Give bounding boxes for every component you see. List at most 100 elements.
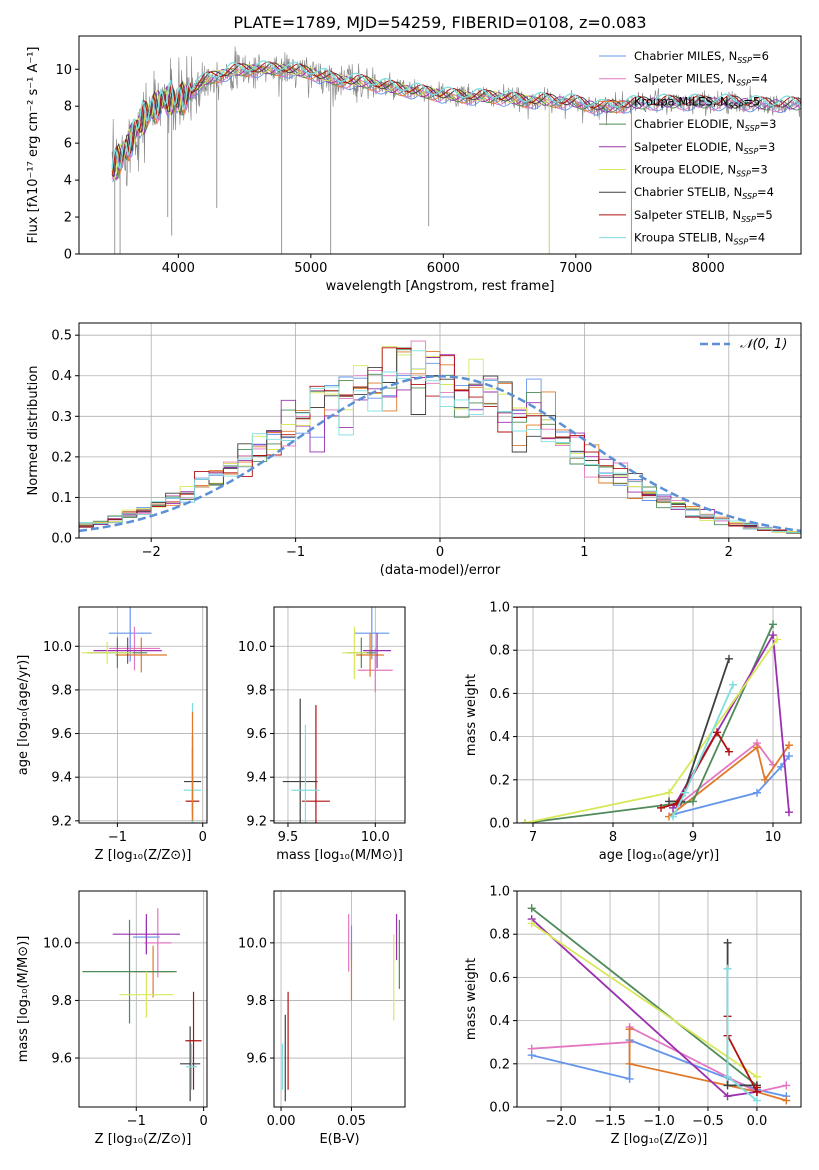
weight-line-kroupa-elodie [524,638,778,823]
y-tick-label: 9.6 [51,727,72,742]
plot-area [521,620,793,823]
x-tick-label: 4000 [162,261,195,276]
residual-histogram-kroupa-stelib [79,350,801,535]
panel-age-vs-mass: 9.5 10.0 9.2 9.4 9.6 9.8 10.0 mass [log₁₀(M/M⊙)… [238,606,406,863]
model-spectrum-salpeter-stelib [111,61,801,176]
plus-marker [689,797,697,806]
weight-line-salpeter-elodie [672,632,790,813]
y-tick-label: 0.2 [489,773,510,788]
panel-spectrum: 4000 5000 6000 7000 8000 0 2 4 6 8 10 wavelength [A… [26,35,802,294]
plus-marker [723,1092,732,1101]
plot-area [111,46,801,254]
y-tick-label: 9.8 [51,683,72,698]
y-tick-label: 0.2 [51,450,72,465]
x-tick-label: 0.00 [267,1114,296,1129]
y-tick-label: 0.6 [489,687,510,702]
plus-marker [785,752,793,761]
y-tick-label: 10.0 [43,936,72,951]
x-tick-label: −1.0 [643,1114,675,1129]
plus-marker [752,1096,761,1105]
y-tick-label: 2 [64,211,72,226]
legend-entry-prefix: Chabrier MILES, N [634,49,737,63]
y-tick-label: 6 [64,137,72,152]
legend-entry: Kroupa MILES, NSSP=5 [634,94,760,110]
y-tick-label: 9.2 [51,814,72,829]
gaussian-reference-curve [79,374,801,533]
y-tick-label: 9.8 [246,683,267,698]
legend-entry-count: =5 [743,94,760,108]
y-tick-label: 0.4 [51,369,72,384]
plot-area [527,904,791,1105]
y-tick-label: 0.0 [489,817,510,832]
legend-entry-count: =4 [757,185,774,199]
plus-marker [625,1074,634,1083]
x-axis-label: age [log₁₀(age/yr)] [599,848,720,863]
legend-entry-count: =4 [751,72,768,86]
legend-entry-subscript: SSP [742,192,757,201]
plus-marker [769,620,777,629]
legend-entry: Kroupa STELIB, NSSP=4 [634,231,765,247]
legend-entry: Chabrier MILES, NSSP=6 [634,49,769,65]
y-axis-label: mass [log₁₀(M/M⊙)] [16,936,31,1063]
x-tick-label: 0.05 [337,1114,366,1129]
axes-frame [78,606,208,824]
x-tick-label: 0.0 [747,1114,768,1129]
y-tick-label: 0 [64,248,72,263]
x-tick-label: 1 [580,545,588,560]
plus-marker [723,964,732,973]
legend-entry-subscript: SSP [745,124,760,133]
legend-entry-subscript: SSP [729,101,744,110]
plot-area [79,340,801,535]
legend-entry-prefix: Salpeter STELIB, N [634,208,741,222]
model-spectrum-kroupa-elodie [111,63,550,254]
x-tick-label: −0.5 [692,1114,724,1129]
y-axis-label: mass weight [464,958,479,1040]
y-tick-label: 0.4 [489,730,510,745]
legend-entry-prefix: Chabrier STELIB, N [634,185,742,199]
plus-marker [773,635,781,644]
weight-line-chabrier-elodie [524,623,774,823]
x-tick-label: 7000 [559,261,592,276]
plus-marker [725,747,733,756]
y-tick-label: 0.2 [489,1057,510,1072]
model-spectrum-salpeter-miles [111,66,801,180]
model-spectrum-kroupa-stelib [111,60,801,170]
y-tick-label: 0.5 [51,329,72,344]
plus-marker [723,1081,732,1090]
x-tick-label: 6000 [427,261,460,276]
plus-marker [729,680,737,689]
legend-entry-count: =5 [756,208,773,222]
y-tick-label: 1.0 [489,885,510,900]
legend-entry-prefix: Kroupa STELIB, N [634,231,734,245]
y-tick-label: 0.3 [51,410,72,425]
x-axis-label: Z [log₁₀(Z/Z⊙)] [95,848,192,863]
axes-frame [78,890,208,1108]
panel-weight-vs-Z: −2.0 −1.5 −1.0 −0.5 0.0 0.0 0.2 0.4 0.6 0.8 1.0 Z [… [464,885,802,1147]
x-tick-label: 0 [436,545,444,560]
plus-marker [723,1072,732,1081]
x-tick-label: −2.0 [545,1114,577,1129]
x-tick-label: −2 [142,545,161,560]
y-tick-label: 0.4 [489,1014,510,1029]
y-tick-label: 9.4 [246,771,267,786]
axes-frame [516,606,802,824]
plus-marker [782,1096,791,1105]
weight-line-kroupa-miles [668,744,790,818]
axes-frame [78,35,802,255]
legend-entry: Salpeter MILES, NSSP=4 [634,72,768,88]
legend-entry-subscript: SSP [744,147,759,156]
model-spectrum-salpeter-elodie [111,64,801,182]
plus-marker [713,728,721,737]
plot-area [81,607,202,823]
legend-entry: Salpeter ELODIE, NSSP=3 [634,140,775,156]
legend-entry-subscript: SSP [734,238,749,247]
y-tick-label: 9.8 [51,994,72,1009]
legend-entry-subscript: SSP [741,215,756,224]
panel-age-vs-Z: −1 0 9.2 9.4 9.6 9.8 10.0 Z [log₁₀(Z/Z⊙)] age [l… [16,606,208,863]
y-tick-label: 9.4 [51,771,72,786]
panel-mass-vs-EBV: 0.00 0.05 9.6 9.8 10.0 E(B-V) [238,890,406,1147]
y-tick-label: 9.6 [246,1052,267,1067]
legend-entry: 𝒩(0, 1) [740,337,787,352]
plot-area [282,607,393,823]
